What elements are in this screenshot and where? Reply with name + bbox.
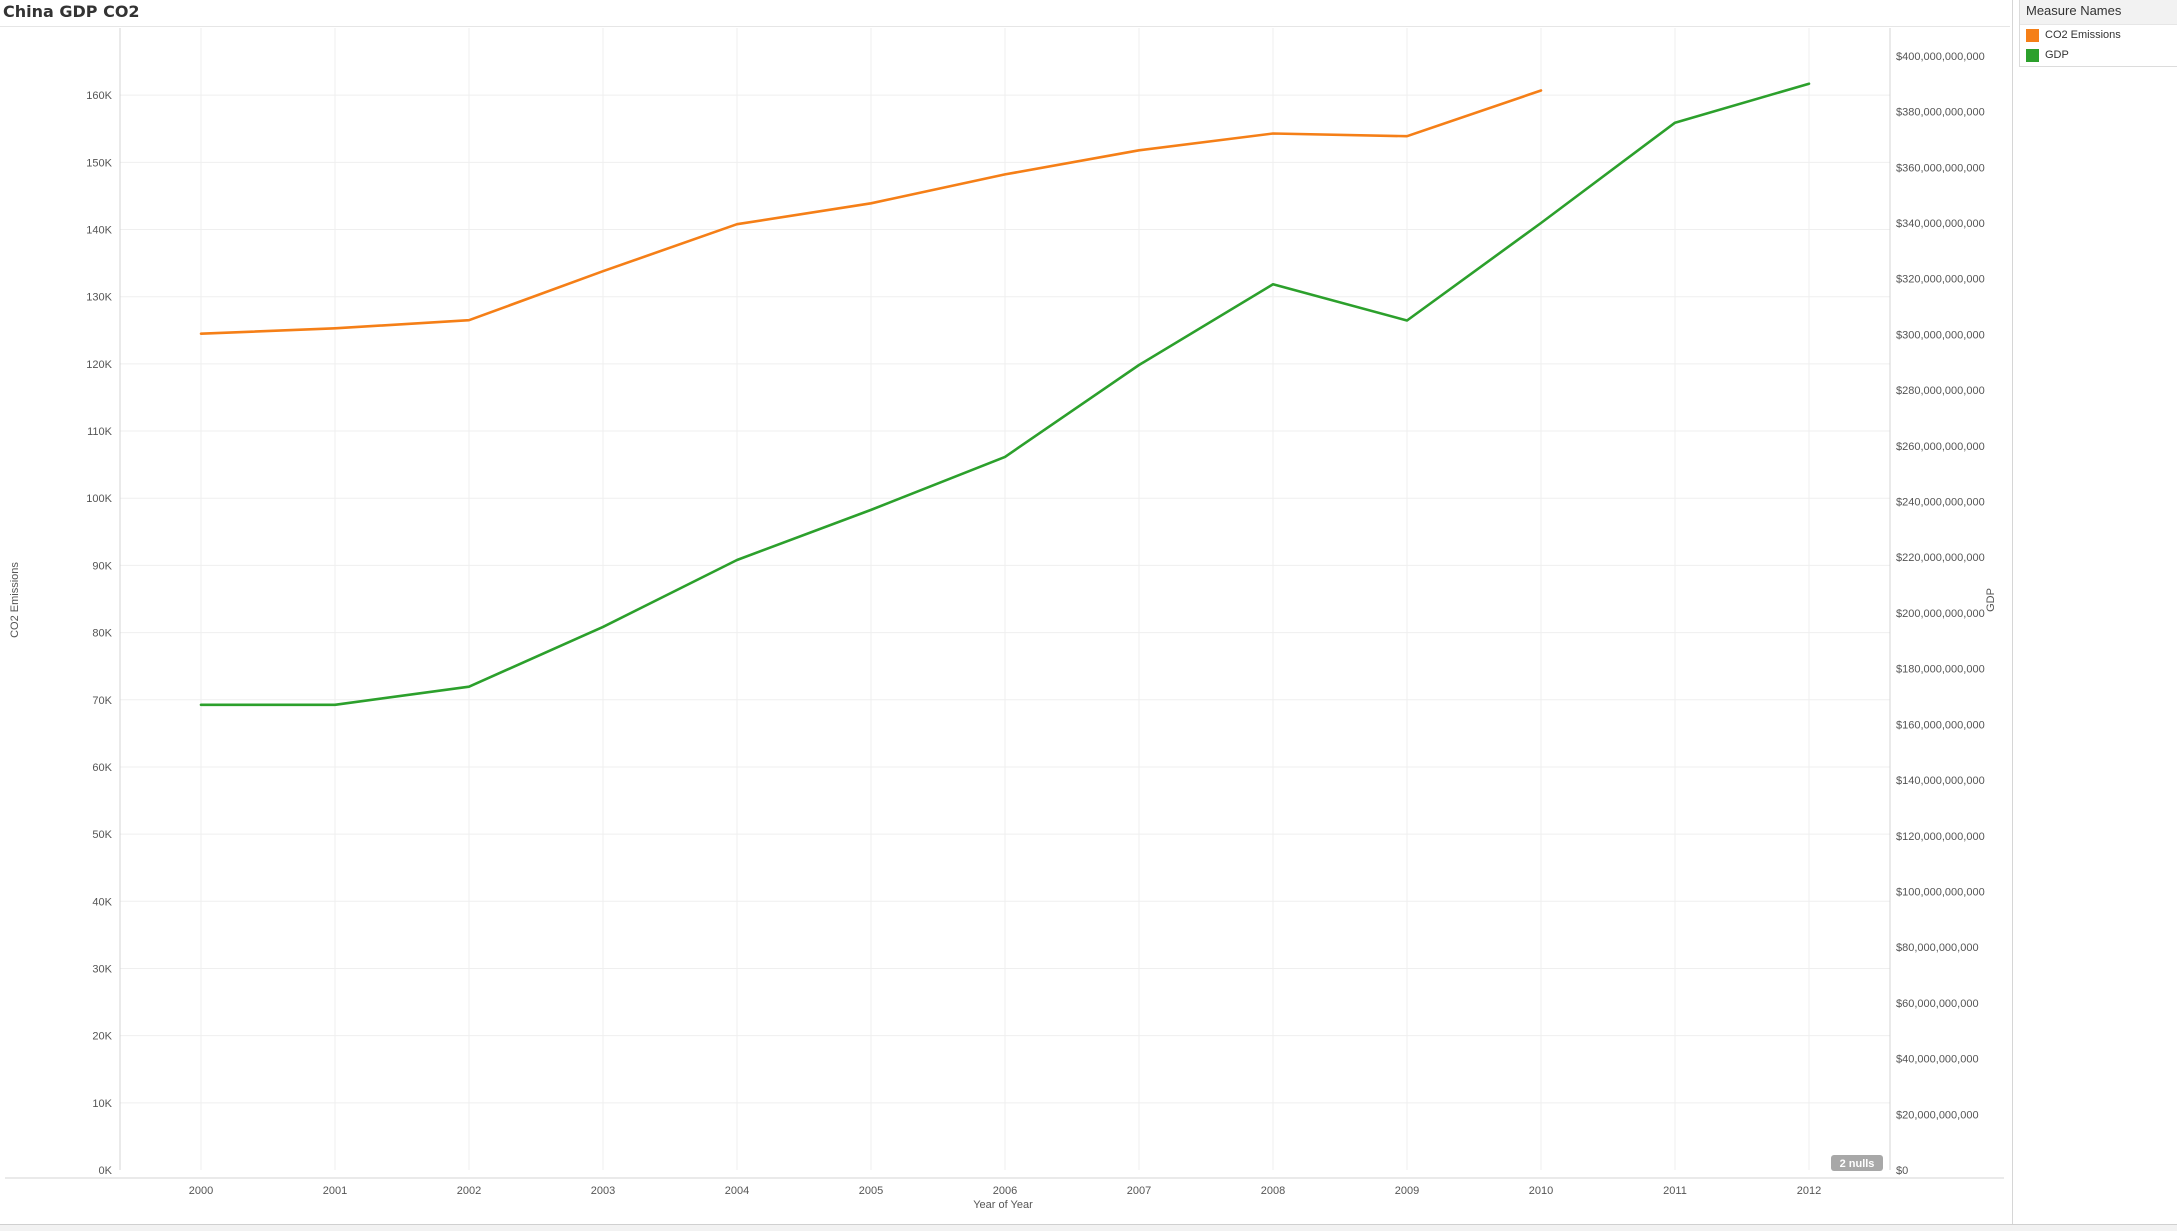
y2-tick-label: $340,000,000,000 [1896, 218, 1985, 230]
legend-item-co2-emissions[interactable]: CO2 Emissions [2020, 25, 2177, 45]
status-strip [0, 1224, 2177, 1231]
y2-tick-label: $400,000,000,000 [1896, 51, 1985, 63]
y2-tick-label: $120,000,000,000 [1896, 831, 1985, 843]
y2-tick-label: $60,000,000,000 [1896, 998, 1979, 1010]
y-tick-label: 150K [86, 157, 112, 169]
y2-tick-label: $0 [1896, 1165, 1908, 1177]
y2-tick-label: $200,000,000,000 [1896, 608, 1985, 620]
x-tick-label: 2005 [859, 1185, 883, 1197]
legend-swatch-gdp [2026, 48, 2039, 62]
y-tick-label: 60K [92, 762, 112, 774]
y2-tick-label: $220,000,000,000 [1896, 552, 1985, 564]
y2-tick-label: $280,000,000,000 [1896, 385, 1985, 397]
y-tick-label: 0K [99, 1165, 113, 1177]
y2-tick-label: $260,000,000,000 [1896, 441, 1985, 453]
y2-tick-label: $100,000,000,000 [1896, 886, 1985, 898]
y-tick-label: 40K [92, 896, 112, 908]
y-tick-label: 100K [86, 493, 112, 505]
y2-tick-label: $80,000,000,000 [1896, 942, 1979, 954]
y-axis-title: CO2 Emissions [9, 562, 21, 638]
x-tick-label: 2008 [1261, 1185, 1285, 1197]
y2-tick-label: $140,000,000,000 [1896, 775, 1985, 787]
y2-tick-label: $360,000,000,000 [1896, 162, 1985, 174]
y-tick-label: 130K [86, 292, 112, 304]
x-tick-label: 2011 [1663, 1185, 1687, 1197]
y-tick-label: 80K [92, 628, 112, 640]
y2-tick-label: $300,000,000,000 [1896, 329, 1985, 341]
y2-tick-label: $320,000,000,000 [1896, 274, 1985, 286]
x-tick-label: 2010 [1529, 1185, 1553, 1197]
y-tick-label: 20K [92, 1031, 112, 1043]
y2-tick-label: $160,000,000,000 [1896, 719, 1985, 731]
x-tick-label: 2009 [1395, 1185, 1419, 1197]
legend-title: Measure Names [2020, 0, 2177, 25]
x-tick-label: 2004 [725, 1185, 749, 1197]
y2-axis-title: GDP [1985, 588, 1997, 612]
x-tick-label: 2003 [591, 1185, 615, 1197]
y2-tick-label: $240,000,000,000 [1896, 497, 1985, 509]
y-tick-label: 140K [86, 225, 112, 237]
series-line-co2-emissions[interactable] [199, 89, 1543, 336]
legend-label-gdp: GDP [2045, 49, 2069, 61]
null-indicator-badge[interactable] [1831, 1155, 1883, 1171]
y-tick-label: 90K [92, 560, 112, 572]
worksheet-title: China GDP CO2 [3, 2, 140, 21]
y2-tick-label: $40,000,000,000 [1896, 1054, 1979, 1066]
legend-swatch-co2-emissions [2026, 28, 2039, 42]
y-tick-label: 30K [92, 963, 112, 975]
series-lines[interactable] [199, 82, 1811, 707]
pane-divider [2012, 0, 2013, 1230]
y2-tick-label: $20,000,000,000 [1896, 1109, 1979, 1121]
null-indicator-label: 2 nulls [1840, 1158, 1875, 1170]
legend-card: Measure Names CO2 Emissions GDP [2019, 0, 2177, 67]
gridlines [120, 28, 1890, 1170]
x-tick-label: 2000 [189, 1185, 213, 1197]
y-tick-label: 50K [92, 829, 112, 841]
legend-label-co2-emissions: CO2 Emissions [2045, 29, 2121, 41]
line-chart: 0K 10K 20K 30K 40K 50K 60K 70K 80K 90K 100K 110K 120… [5, 28, 2004, 1211]
y-tick-label: 70K [92, 695, 112, 707]
y2-tick-label: $180,000,000,000 [1896, 664, 1985, 676]
legend-item-gdp[interactable]: GDP [2020, 45, 2177, 65]
axes: 0K 10K 20K 30K 40K 50K 60K 70K 80K 90K 100K 110K 120… [5, 28, 2004, 1211]
x-axis-title: Year of Year [973, 1199, 1033, 1211]
x-tick-label: 2007 [1127, 1185, 1151, 1197]
y2-tick-label: $380,000,000,000 [1896, 107, 1985, 119]
x-tick-label: 2006 [993, 1185, 1017, 1197]
x-tick-label: 2001 [323, 1185, 347, 1197]
y-tick-label: 120K [86, 359, 112, 371]
x-tick-label: 2012 [1797, 1185, 1821, 1197]
null-indicator[interactable]: 2 nulls [1831, 1155, 1883, 1171]
y-tick-label: 160K [86, 90, 112, 102]
series-line-gdp[interactable] [199, 82, 1811, 707]
x-tick-label: 2002 [457, 1185, 481, 1197]
y-tick-label: 10K [92, 1098, 112, 1110]
y-tick-label: 110K [87, 426, 113, 438]
title-divider [0, 26, 2010, 27]
